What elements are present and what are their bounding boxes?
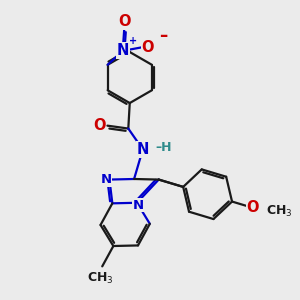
Text: N: N (136, 142, 149, 157)
Text: N: N (100, 173, 112, 186)
Text: O: O (93, 118, 106, 133)
Text: O: O (118, 14, 130, 29)
Text: CH$_3$: CH$_3$ (88, 271, 114, 286)
Text: N: N (133, 199, 144, 212)
Text: +: + (129, 37, 137, 46)
Text: O: O (142, 40, 154, 55)
Text: –: – (159, 27, 167, 45)
Text: –H: –H (155, 141, 172, 154)
Text: O: O (247, 200, 259, 215)
Text: CH$_3$: CH$_3$ (266, 204, 292, 219)
Text: N: N (116, 44, 129, 59)
